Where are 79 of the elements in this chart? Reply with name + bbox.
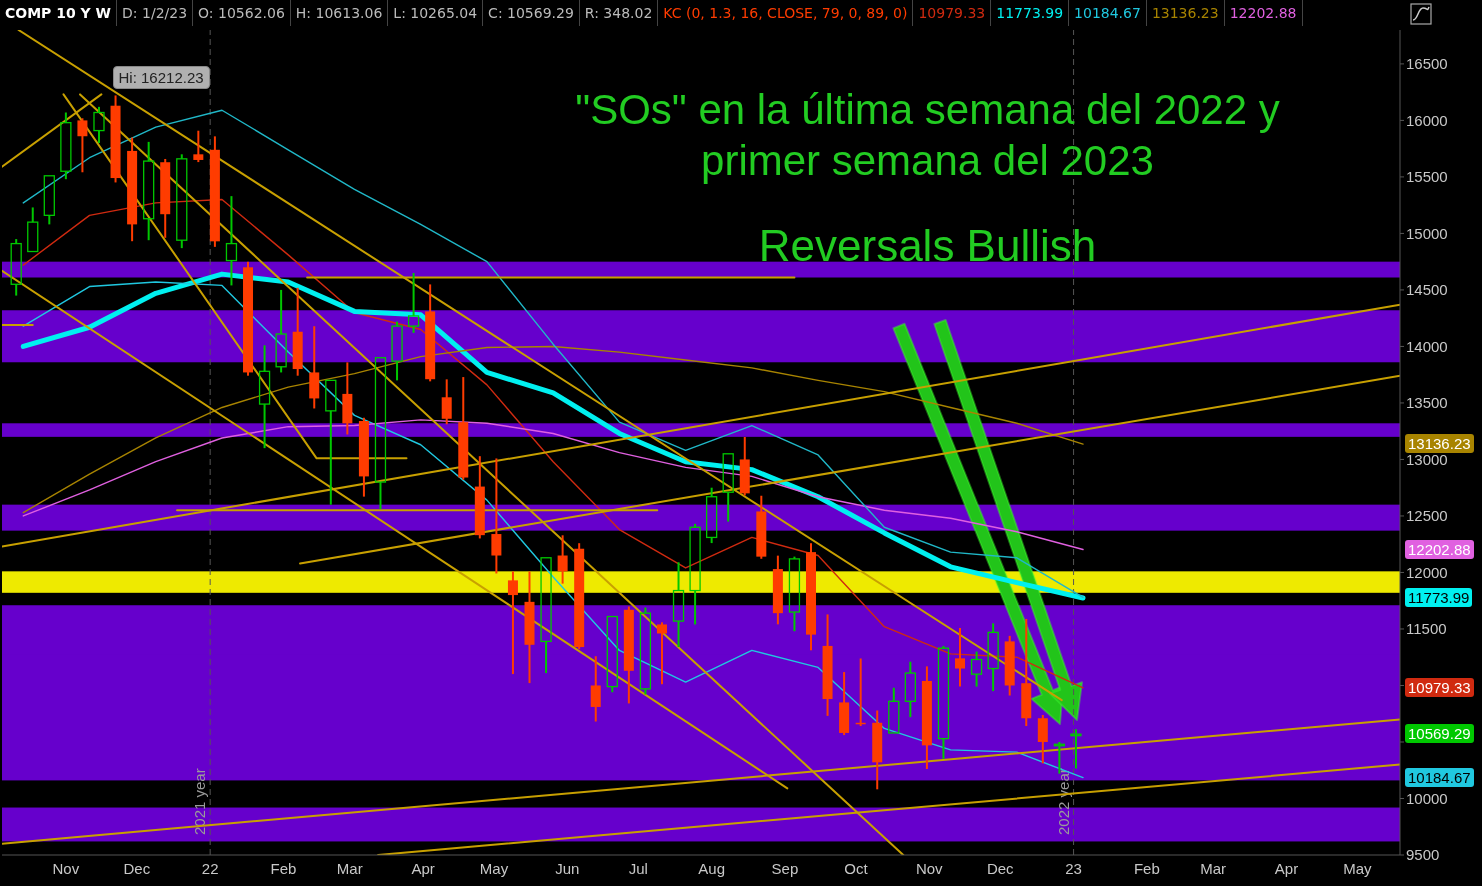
text: 10979.33 xyxy=(918,5,986,21)
y-tick-label: 12500 xyxy=(1406,507,1448,525)
candlestick xyxy=(60,111,72,181)
line-series xyxy=(22,345,1084,514)
candlestick xyxy=(275,288,287,374)
candlestick xyxy=(722,453,734,523)
x-tick-label: Sep xyxy=(771,859,799,877)
x-tick-label: Feb xyxy=(270,859,297,877)
x-tick-label: May xyxy=(479,859,509,877)
candlestick xyxy=(143,140,155,242)
x-tick-label: Dec xyxy=(986,859,1015,877)
candlestick xyxy=(1070,728,1082,770)
x-tick-label: Oct xyxy=(844,859,869,877)
candlestick xyxy=(672,561,685,649)
y-tick-label: 15500 xyxy=(1406,168,1448,186)
y-tick-label: 15000 xyxy=(1406,224,1448,242)
candlestick xyxy=(606,615,618,694)
candlestick xyxy=(904,660,916,719)
candlestick xyxy=(407,271,420,334)
candlestick xyxy=(374,357,387,511)
chart-title: COMP 10 Y W xyxy=(0,0,118,26)
y-tick-label: 14000 xyxy=(1406,337,1448,355)
y-tick-label: 16500 xyxy=(1406,55,1448,73)
candlestick xyxy=(706,486,718,545)
x-tick-label: Nov xyxy=(915,859,944,877)
line-series xyxy=(22,419,1084,551)
text: 10979.33 xyxy=(1405,677,1474,697)
x-tick-label: May xyxy=(1343,859,1373,877)
text: L: 10265.04 xyxy=(388,0,484,26)
candlestick xyxy=(639,606,652,696)
candlestick xyxy=(540,557,552,675)
text: 13136.23 xyxy=(1405,434,1474,454)
text: 12202.88 xyxy=(1229,5,1297,21)
x-tick-label: 22 xyxy=(201,859,219,877)
y-tick-label: 11500 xyxy=(1406,620,1447,638)
x-tick-label: Jul xyxy=(628,859,648,877)
x-tick-label: Feb xyxy=(1133,859,1160,877)
text: 13136.23 xyxy=(1151,5,1219,21)
x-tick-label: Apr xyxy=(1274,859,1299,877)
y-tick-label: 16000 xyxy=(1406,111,1448,129)
annotation: Reversals Bullish xyxy=(757,221,1098,270)
x-tick-label: Nov xyxy=(52,859,80,877)
x-tick-label: Aug xyxy=(698,859,725,877)
candlestick xyxy=(225,195,238,287)
text: KC (0, 1.3, 16, CLOSE, 79, 0, 89, 0) xyxy=(658,0,914,26)
annotation: "SOs" en la última semana del 2022 y primer semana del 2023 xyxy=(574,85,1281,186)
candlestick xyxy=(325,379,337,506)
text: 10569.29 xyxy=(1405,724,1474,744)
text: C: 10569.29 xyxy=(483,0,580,26)
y-tick-label: 14500 xyxy=(1406,281,1448,299)
text: 12202.88 xyxy=(1405,539,1474,559)
x-tick-label: 23 xyxy=(1065,859,1082,877)
x-tick-label: Jun xyxy=(555,859,580,877)
candlestick xyxy=(258,344,271,450)
x-tick-label: Mar xyxy=(1200,859,1227,877)
x-tick-label: Mar xyxy=(336,859,363,877)
ref-line-label: 2021 year xyxy=(191,768,209,835)
candlestick xyxy=(93,105,105,145)
text: D: 1/2/23 xyxy=(117,0,194,26)
text: H: 10613.06 xyxy=(290,0,389,26)
text: 11773.99 xyxy=(1405,588,1473,607)
candlestick xyxy=(27,206,39,253)
y-tick-label: 13500 xyxy=(1406,394,1448,412)
text: 11773.99 xyxy=(996,5,1064,21)
candlestick xyxy=(43,175,55,226)
y-tick-label: 9500 xyxy=(1406,846,1440,864)
candlestick xyxy=(987,622,999,693)
text: R: 348.02 xyxy=(579,0,659,26)
annotation: Hi: 16212.23 xyxy=(112,66,210,90)
text: O: 10562.06 xyxy=(193,0,291,26)
y-tick-label: 10000 xyxy=(1406,789,1448,807)
candlestick xyxy=(888,686,900,734)
y-tick-label: 12000 xyxy=(1406,563,1448,581)
candlestick xyxy=(176,153,188,250)
x-tick-label: Apr xyxy=(411,859,435,877)
candlestick xyxy=(10,238,22,297)
x-tick-label: Dec xyxy=(123,859,151,877)
text: 10184.67 xyxy=(1405,767,1474,787)
text: 10184.67 xyxy=(1074,5,1141,21)
